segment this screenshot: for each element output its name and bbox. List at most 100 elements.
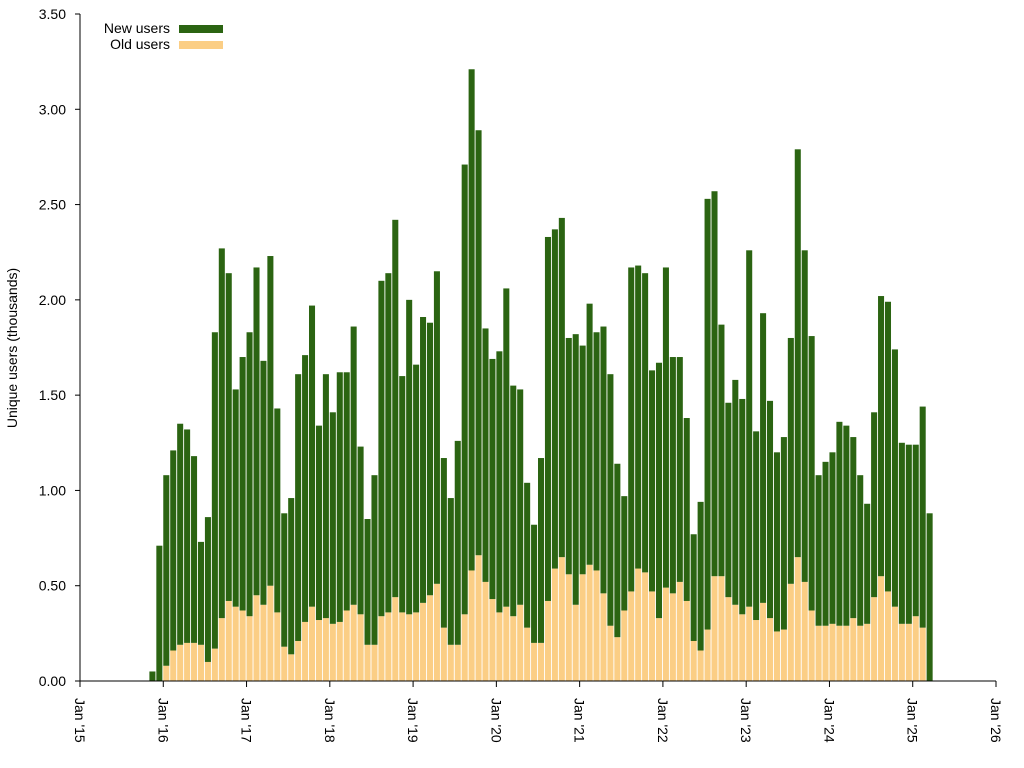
bar-old-users [614, 637, 621, 681]
bar-new-users [801, 250, 808, 582]
bar-old-users [281, 646, 288, 681]
bar-new-users [197, 541, 205, 645]
bar-old-users [732, 604, 739, 681]
bar-new-users [544, 236, 551, 601]
bar-old-users [676, 581, 683, 681]
bar-new-users [891, 349, 898, 607]
bar-old-users [350, 604, 357, 681]
bar-old-users [246, 616, 253, 681]
bar-new-users [683, 418, 690, 601]
bar-new-users [836, 421, 843, 626]
bar-old-users [718, 576, 725, 681]
bar-new-users [864, 503, 871, 624]
bar-new-users [517, 389, 524, 605]
bar-old-users [628, 591, 635, 681]
bar-old-users [184, 642, 191, 681]
bar-new-users [350, 326, 357, 605]
bar-new-users [760, 313, 767, 603]
bar-new-users [808, 336, 815, 611]
bar-old-users [288, 654, 295, 681]
bar-new-users [447, 498, 454, 645]
bar-new-users [364, 519, 371, 645]
bar-new-users [295, 374, 302, 641]
bar-old-users [489, 599, 496, 681]
bar-new-users [794, 149, 801, 558]
bar-new-users [211, 332, 218, 649]
bar-old-users [815, 625, 822, 681]
bar-new-users [163, 475, 170, 666]
bar-new-users [503, 288, 510, 607]
bar-new-users [628, 267, 635, 592]
bar-old-users [586, 564, 593, 681]
bar-old-users [669, 593, 676, 681]
bar-old-users [767, 618, 774, 681]
bar-new-users [926, 513, 933, 681]
bar-new-users [635, 265, 642, 569]
bar-old-users [746, 606, 753, 681]
bar-new-users [156, 545, 163, 681]
bar-new-users [787, 337, 794, 584]
bar-old-users [690, 640, 697, 681]
bar-old-users [274, 612, 281, 681]
bar-new-users [170, 450, 177, 651]
bar-new-users [850, 437, 857, 619]
bar-old-users [884, 591, 892, 681]
bar-new-users [232, 389, 239, 607]
bar-old-users [406, 614, 413, 681]
bar-old-users [655, 618, 663, 681]
y-tick-label: 2.50 [39, 197, 66, 213]
bar-new-users [531, 524, 538, 643]
x-tick-label: Jan '21 [572, 698, 588, 743]
bar-old-users [843, 625, 850, 681]
bar-old-users [697, 650, 704, 681]
bar-new-users [385, 273, 392, 613]
bar-new-users [843, 425, 850, 626]
bar-new-users [454, 440, 461, 645]
bar-old-users [565, 574, 572, 681]
bar-new-users [607, 374, 614, 626]
bar-old-users [878, 576, 885, 681]
bar-old-users [524, 627, 531, 681]
bar-old-users [440, 627, 447, 681]
bar-new-users [767, 400, 774, 619]
bar-old-users [836, 625, 843, 681]
bar-old-users [468, 570, 475, 681]
x-tick-label: Jan '17 [239, 698, 255, 743]
bar-old-users [413, 612, 420, 681]
bar-old-users [822, 625, 829, 681]
bar-new-users [878, 296, 885, 577]
bar-old-users [850, 618, 857, 681]
bar-old-users [780, 629, 787, 681]
bar-old-users [163, 665, 170, 681]
bar-old-users [642, 572, 649, 681]
bar-old-users [170, 650, 177, 681]
bar-new-users [558, 217, 565, 558]
x-tick-label: Jan '19 [405, 698, 421, 743]
bar-new-users [357, 446, 364, 615]
bar-new-users [343, 372, 350, 611]
y-tick-label: 1.00 [39, 482, 66, 498]
bar-new-users [302, 355, 309, 622]
bar-new-users [649, 370, 656, 592]
bar-new-users [260, 360, 267, 605]
bar-old-users [211, 648, 218, 681]
bar-old-users [420, 602, 427, 681]
bar-new-users [815, 475, 822, 626]
axes-group: 0.00 0.50 1.00 1.50 2.00 2.50 3.00 3.50 Jan '15 J… [39, 6, 1004, 743]
bar-new-users [225, 273, 232, 601]
bar-new-users [884, 301, 892, 592]
bar-new-users [482, 328, 489, 582]
bar-old-users [538, 642, 545, 681]
bar-new-users [565, 337, 572, 575]
bar-new-users [406, 299, 413, 615]
bar-old-users [191, 642, 198, 681]
bar-old-users [343, 610, 350, 681]
bar-old-users [329, 623, 336, 681]
bar-old-users [711, 576, 718, 681]
bar-new-users [871, 412, 878, 598]
legend-label: New users [104, 20, 170, 36]
bar-new-users [621, 496, 628, 611]
bar-old-users [336, 621, 343, 681]
x-tick-label: Jan '20 [488, 698, 504, 743]
